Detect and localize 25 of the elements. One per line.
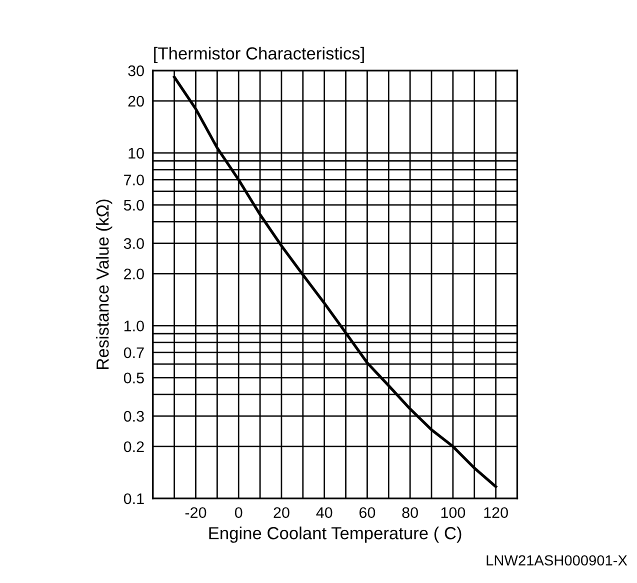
y-tick-label: 7.0 [124, 174, 144, 186]
x-tick-label: 120 [484, 507, 508, 518]
y-tick-label: 0.3 [124, 410, 144, 422]
y-tick-label: 10 [128, 148, 144, 159]
y-tick-label: 0.5 [124, 372, 144, 384]
y-tick-label: 0.1 [124, 493, 144, 504]
y-tick-label: 2.0 [124, 268, 144, 280]
y-tick-label: 0.2 [124, 441, 144, 452]
x-tick-label: 40 [316, 507, 332, 518]
y-tick-label: 30 [128, 65, 144, 76]
x-tick-label: 80 [402, 507, 418, 518]
y-axis-title: Resistance Value (kΩ) [96, 200, 112, 370]
y-tick-label: 0.7 [124, 347, 144, 358]
x-tick-label: -20 [185, 507, 206, 518]
x-tick-label: 60 [359, 507, 376, 518]
x-tick-label: 0 [234, 507, 242, 518]
y-tick-label: 5.0 [124, 200, 144, 211]
chart-title: [Thermistor Characteristics] [154, 46, 364, 64]
y-tick-label: 3.0 [124, 238, 144, 249]
y-tick-label: 20 [128, 96, 144, 107]
x-axis-title: Engine Coolant Temperature ( C) [209, 526, 462, 543]
y-tick-label: 1.0 [124, 320, 144, 332]
x-tick-label: 20 [274, 507, 290, 518]
text: LNW21ASH000901-X [486, 555, 628, 566]
x-tick-label: 100 [441, 507, 466, 518]
